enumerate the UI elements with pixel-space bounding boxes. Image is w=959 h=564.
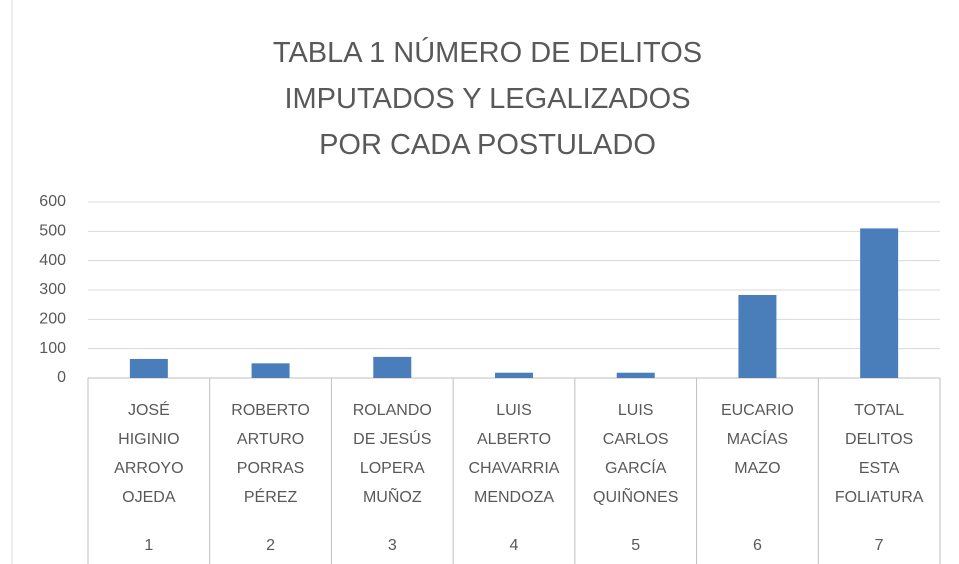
x-tick-label: EUCARIO MACÍAS MAZO xyxy=(720,402,794,477)
y-tick-label: 0 xyxy=(57,369,66,386)
y-tick-label: 100 xyxy=(39,340,66,357)
y-tick-label: 200 xyxy=(39,311,66,328)
y-tick-label: 600 xyxy=(39,193,66,210)
y-tick-label: 500 xyxy=(39,223,66,240)
bar xyxy=(860,228,899,378)
chart-title: TABLA 1 NÚMERO DE DELITOS IMPUTADOS Y LE… xyxy=(272,37,703,161)
bar xyxy=(738,294,777,378)
x-group-label: 5 xyxy=(631,537,641,554)
x-tick-label: JOSÉ HIGINIO ARROYO OJEDA xyxy=(114,402,184,506)
bar xyxy=(129,358,168,378)
x-group-label: 1 xyxy=(144,537,154,554)
x-group-label: 7 xyxy=(874,537,884,554)
x-group-label: 3 xyxy=(387,537,397,554)
x-group-label: 4 xyxy=(509,537,519,554)
bar xyxy=(373,356,412,378)
y-tick-label: 300 xyxy=(39,281,66,298)
x-tick-label: LUIS CARLOS GARCÍA QUIÑONES xyxy=(593,402,679,506)
y-tick-label: 400 xyxy=(39,252,66,269)
x-group-label: 2 xyxy=(266,537,275,554)
bar xyxy=(495,372,533,378)
x-tick-label: LUIS ALBERTO CHAVARRIA MENDOZA xyxy=(468,402,560,506)
bar xyxy=(616,372,655,378)
bar xyxy=(251,363,290,378)
x-group-label: 6 xyxy=(752,537,762,554)
x-tick-label: TOTAL DELITOS ESTA FOLIATURA xyxy=(834,402,924,506)
x-tick-label: ROBERTO ARTURO PORRAS PÉREZ xyxy=(231,402,310,506)
x-tick-label: ROLANDO DE JESÚS LOPERA MUÑOZ xyxy=(352,402,432,506)
